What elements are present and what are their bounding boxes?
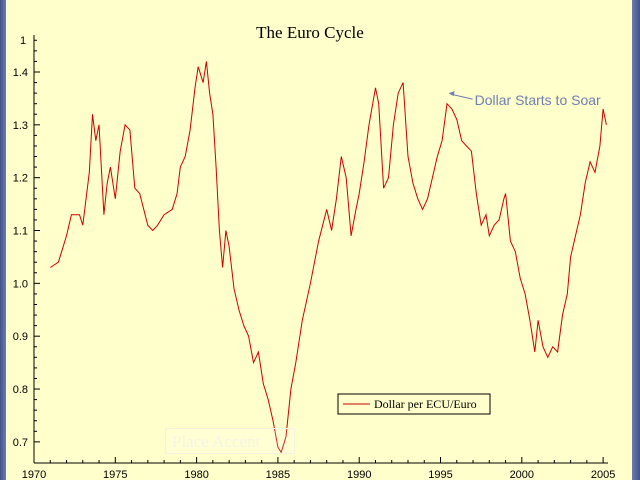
legend-label: Dollar per ECU/Euro	[374, 397, 477, 411]
y-tick-label: 1.4	[13, 67, 28, 79]
legend-box	[337, 393, 491, 415]
y-tick-label-partial: 1	[20, 35, 26, 47]
legend: Dollar per ECU/Euro	[337, 393, 491, 415]
y-tick-label: 0.8	[13, 384, 28, 396]
x-tick-label: 1995	[428, 469, 452, 480]
annotation-dollar-starts-to-soar: Dollar Starts to Soar	[475, 92, 601, 108]
annotations: Dollar Starts to Soar	[448, 91, 601, 108]
placeholder-text-box[interactable]: Place Accent	[165, 428, 295, 454]
series-line-dollar-per-ecu-euro	[50, 61, 607, 454]
annotation-arrow-line	[450, 93, 473, 100]
y-tick-label: 1.1	[13, 226, 28, 238]
y-tick-label: 1.3	[13, 120, 28, 132]
x-tick-label: 1985	[266, 469, 290, 480]
right-edge-decoration	[632, 0, 640, 480]
tick-labels: 0.7 0.8 0.9 1.0 1.1 1.2 1.3 1.4 1 1970 1975 1980 198…	[13, 35, 616, 480]
y-tick-label: 0.9	[13, 331, 28, 343]
annotation-arrowhead	[448, 91, 455, 97]
axes	[33, 35, 608, 464]
x-tick-label: 1975	[103, 469, 127, 480]
y-tick-label: 0.7	[13, 437, 28, 449]
x-tick-label: 1990	[347, 469, 371, 480]
left-edge-decoration	[0, 0, 6, 480]
chart-title: The Euro Cycle	[256, 23, 364, 42]
x-tick-label: 1970	[22, 469, 46, 480]
y-tick-label: 1.2	[13, 173, 28, 185]
tick-marks	[33, 39, 604, 463]
x-tick-label: 2005	[591, 469, 615, 480]
y-tick-label: 1.0	[13, 278, 28, 290]
x-tick-label: 1980	[184, 469, 208, 480]
x-tick-label: 2000	[510, 469, 534, 480]
